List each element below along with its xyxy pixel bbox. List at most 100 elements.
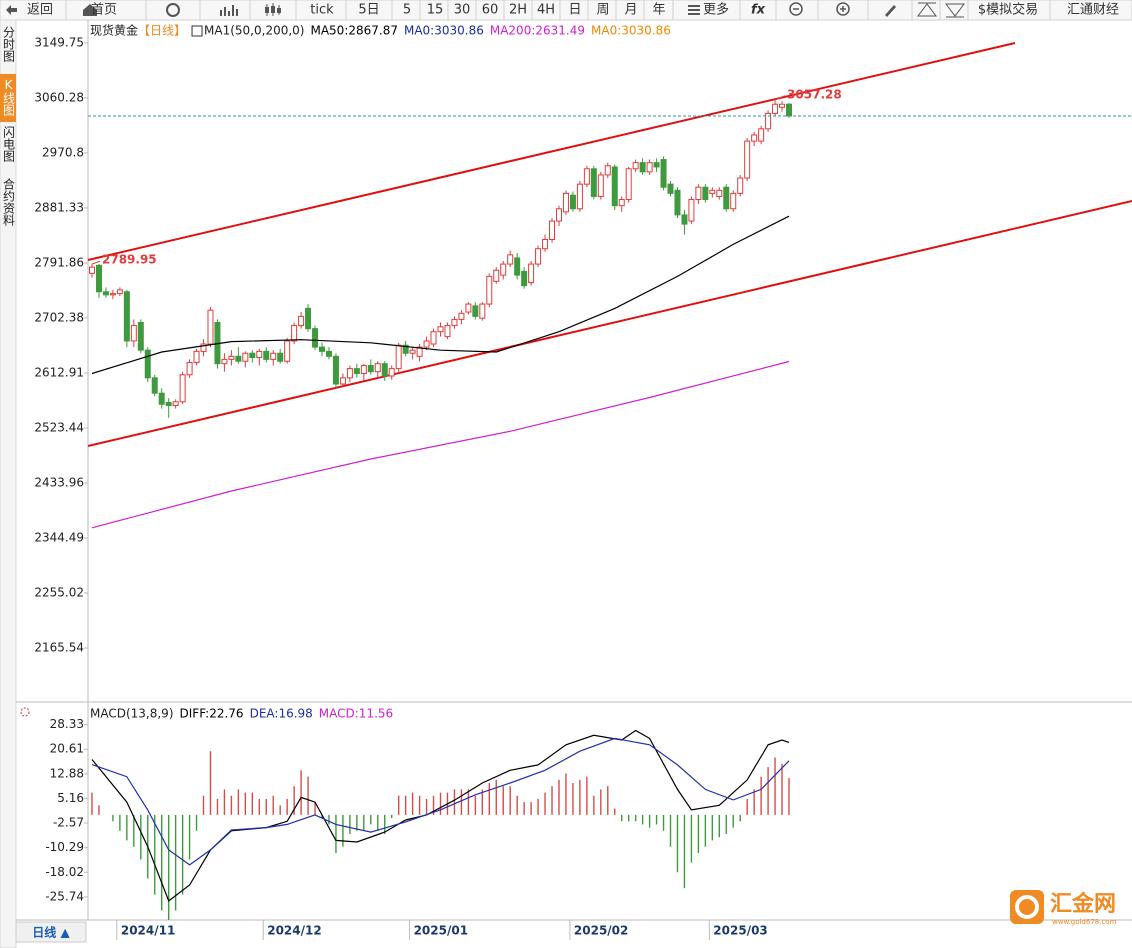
x-tick-label: 2024/12 — [267, 924, 321, 938]
toolbar-button[interactable]: 月 — [624, 3, 637, 18]
candle-body — [535, 248, 542, 265]
toolbar-button[interactable]: 首页 — [91, 3, 117, 18]
kline-icon — [265, 7, 269, 13]
candle-body — [493, 269, 500, 282]
candle-body — [263, 350, 270, 360]
candle-body — [597, 174, 604, 197]
candle-body — [716, 189, 723, 197]
candle-body — [291, 325, 298, 342]
candle-body — [688, 199, 695, 222]
candle-body — [402, 344, 409, 354]
x-tick-label: 2025/02 — [574, 924, 628, 938]
candle-body — [95, 264, 102, 293]
toolbar-button[interactable]: 4H — [537, 3, 555, 18]
toolbar-button[interactable]: 15 — [427, 3, 444, 18]
kline-icon — [271, 6, 275, 13]
y-tick-label: 2433.96 — [34, 475, 84, 489]
toolbar-button[interactable]: $模拟交易 — [978, 2, 1038, 18]
candle-body — [207, 309, 214, 345]
period-button[interactable] — [15, 921, 87, 943]
candle-body — [765, 112, 772, 130]
zoom-out-icon — [789, 2, 803, 16]
toolbar-button[interactable]: 5 — [403, 3, 411, 18]
candle-body — [123, 291, 130, 342]
candle-body — [298, 315, 305, 327]
candle-body — [465, 303, 472, 313]
candle-body — [388, 368, 395, 377]
y-tick-label: 2523.44 — [34, 420, 84, 434]
candle-body — [416, 346, 423, 357]
toolbar-button[interactable]: 年 — [652, 3, 665, 18]
candle-body — [346, 368, 353, 379]
candle-body — [507, 254, 514, 265]
candle-body — [172, 401, 179, 406]
toolbar-button[interactable]: fx — [751, 3, 766, 18]
toolbar-button[interactable]: 汇通财经 — [1067, 3, 1119, 18]
first-label: 2789.95 — [102, 253, 157, 267]
y-tick-label: 2344.49 — [34, 530, 84, 544]
y-tick-label: 2612.91 — [34, 365, 84, 379]
candle-body — [542, 238, 549, 250]
toolbar-button[interactable]: 更多 — [703, 2, 729, 18]
x-tick-label: 2025/01 — [414, 924, 468, 938]
zoom-in-icon — [840, 6, 846, 12]
y-tick-label: 3149.75 — [34, 35, 84, 49]
candle-body — [772, 103, 779, 114]
candle-body — [221, 358, 228, 365]
candle-body — [325, 350, 332, 357]
candle-body — [367, 365, 374, 373]
chart-period: 【日线】 — [138, 24, 186, 38]
candle-body — [569, 194, 576, 210]
candle-body — [319, 346, 326, 352]
candle-body — [458, 312, 465, 320]
kline-icon — [277, 8, 281, 13]
first-pointer — [91, 260, 101, 265]
period-button-label[interactable]: 日线 ▲ — [32, 925, 70, 940]
side-tab[interactable]: 分时图 — [2, 26, 16, 62]
candle-body — [395, 344, 402, 370]
candle-body — [332, 355, 339, 385]
y-tick-label: -10.29 — [45, 840, 84, 854]
candle-body — [590, 168, 597, 197]
side-tab[interactable]: 闪电图 — [2, 126, 16, 162]
side-tab[interactable]: 合约资料 — [2, 177, 16, 226]
refresh-icon — [166, 3, 180, 17]
candle-body — [486, 275, 493, 305]
toolbar-button[interactable]: 返回 — [27, 3, 53, 18]
y-tick-label: 2165.54 — [34, 641, 84, 655]
candle-body — [256, 350, 263, 359]
candle-body — [451, 318, 458, 327]
toolbar-button[interactable]: 30 — [454, 3, 471, 18]
candle-body — [681, 214, 688, 225]
candle-body — [639, 162, 646, 173]
candle-body — [667, 183, 674, 194]
toolbar-button[interactable]: 日 — [568, 3, 581, 18]
candle-body — [165, 401, 172, 406]
triangle-icon — [945, 3, 965, 18]
legend-entry: MA50:2867.87 — [310, 24, 398, 38]
y-tick-label: 12.88 — [50, 766, 84, 780]
candle-body — [744, 140, 751, 179]
toolbar-button[interactable]: tick — [310, 3, 334, 18]
candle-body — [646, 162, 653, 173]
candle-body — [116, 289, 123, 295]
y-tick-label: 2881.33 — [34, 200, 84, 214]
logo-name: 汇金网 — [1050, 891, 1116, 917]
indicator-line — [91, 737, 790, 866]
toolbar-button[interactable]: 2H — [509, 3, 527, 18]
candle-body — [437, 326, 444, 333]
candle-body — [625, 168, 632, 201]
menu-icon — [688, 5, 700, 15]
toolbar — [0, 0, 1132, 21]
candle-body — [674, 189, 681, 216]
candle-body — [576, 183, 583, 210]
candle-body — [472, 305, 479, 317]
toolbar-button[interactable]: 周 — [596, 3, 609, 18]
channel-lower — [87, 200, 1132, 447]
candle-body — [479, 303, 486, 319]
toolbar-button[interactable]: 5日 — [358, 3, 379, 18]
side-tab[interactable]: K线图 — [2, 78, 16, 116]
y-tick-label: 5.16 — [57, 791, 84, 805]
toolbar-button[interactable]: 60 — [482, 3, 499, 18]
candle-body — [339, 377, 346, 385]
